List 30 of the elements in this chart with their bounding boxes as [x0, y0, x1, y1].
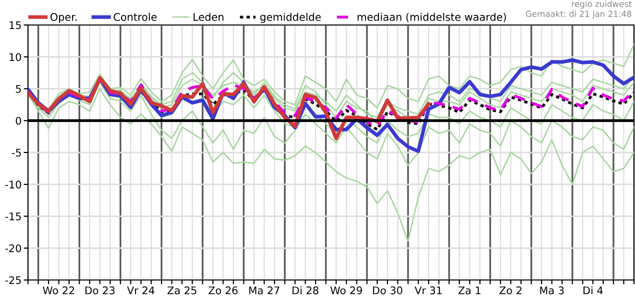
- legend-label: Oper.: [50, 13, 77, 23]
- x-tick-label: Zo 26: [208, 286, 238, 294]
- x-tick-label: Di 28: [292, 286, 318, 294]
- x-tick-label: Zo 2: [499, 286, 522, 294]
- legend-label: Leden: [194, 12, 224, 21]
- x-tick-label: Za 1: [458, 286, 480, 294]
- text: Gemaakt: di 21 jan 21:48: [526, 10, 632, 19]
- x-tick-label: Di 4: [584, 286, 603, 294]
- x-tick-label: Wo 22: [42, 286, 74, 294]
- y-tick-label: -20: [5, 244, 22, 252]
- y-tick-label: -15: [5, 212, 21, 220]
- text: regio zuidwest: [572, 0, 632, 9]
- y-tick-label: 0: [16, 116, 22, 125]
- x-tick-label: Wo 29: [330, 286, 362, 294]
- y-tick-label: 5: [16, 85, 21, 93]
- legend-label: gemiddelde: [260, 12, 321, 23]
- y-tick-label: -10: [5, 180, 22, 188]
- legend-label: mediaan (middelste waarde): [358, 12, 506, 22]
- y-tick-label: -25: [5, 276, 21, 284]
- y-tick-label: 10: [10, 53, 22, 61]
- x-tick-label: Ma 27: [249, 286, 280, 294]
- legend-label: Controle: [114, 12, 157, 21]
- x-tick-label: Za 25: [167, 286, 196, 294]
- x-tick-label: Do 30: [373, 286, 402, 294]
- y-tick-label: -5: [12, 148, 21, 157]
- x-tick-label: Vr 31: [414, 286, 442, 294]
- x-tick-label: Do 23: [85, 286, 115, 294]
- x-tick-label: Ma 3: [540, 286, 564, 294]
- y-tick-label: 15: [10, 21, 21, 30]
- x-tick-label: Vr 24: [127, 286, 154, 294]
